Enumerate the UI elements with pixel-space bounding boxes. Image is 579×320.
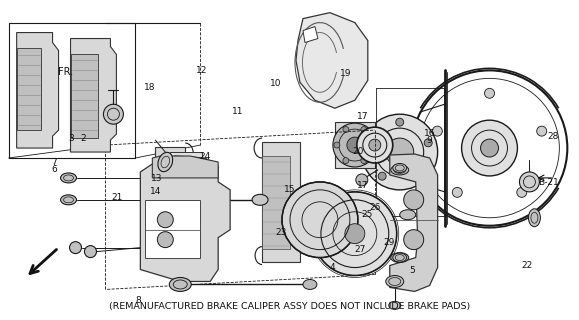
Text: 19: 19 [340, 69, 352, 78]
Circle shape [461, 120, 518, 176]
Circle shape [485, 88, 494, 98]
Text: 24: 24 [199, 152, 210, 161]
Polygon shape [296, 13, 368, 108]
Ellipse shape [303, 279, 317, 289]
Circle shape [347, 137, 363, 153]
Polygon shape [262, 156, 290, 249]
Text: B-21: B-21 [538, 179, 559, 188]
Text: 9: 9 [426, 136, 432, 145]
Text: 6: 6 [52, 165, 57, 174]
Text: 18: 18 [144, 83, 156, 92]
Circle shape [519, 172, 540, 192]
Circle shape [343, 126, 349, 132]
Text: 2: 2 [80, 134, 86, 143]
Text: 5: 5 [409, 266, 415, 276]
Circle shape [395, 118, 404, 126]
Circle shape [413, 172, 422, 180]
Ellipse shape [61, 173, 76, 183]
Text: 14: 14 [150, 188, 161, 196]
Text: 7: 7 [52, 158, 57, 167]
Text: 11: 11 [232, 107, 243, 116]
Circle shape [157, 212, 173, 228]
Circle shape [357, 127, 393, 163]
Circle shape [404, 230, 424, 250]
Polygon shape [17, 33, 58, 148]
Circle shape [85, 246, 97, 258]
Polygon shape [145, 200, 200, 258]
Text: 3: 3 [68, 134, 74, 143]
Polygon shape [303, 27, 318, 43]
Circle shape [367, 139, 375, 147]
Ellipse shape [169, 277, 191, 292]
Polygon shape [335, 122, 375, 168]
Polygon shape [170, 166, 192, 249]
Ellipse shape [386, 276, 404, 287]
Ellipse shape [389, 301, 401, 309]
Circle shape [481, 139, 499, 157]
Polygon shape [262, 142, 300, 261]
Ellipse shape [400, 210, 416, 220]
Circle shape [333, 123, 377, 167]
Text: 16: 16 [423, 129, 435, 138]
Circle shape [361, 126, 367, 132]
Circle shape [356, 174, 368, 186]
Text: 26: 26 [369, 203, 380, 212]
Polygon shape [390, 154, 438, 292]
Text: 29: 29 [383, 238, 394, 247]
Circle shape [433, 126, 442, 136]
Circle shape [343, 157, 349, 164]
Circle shape [386, 138, 414, 166]
Circle shape [69, 242, 82, 253]
Polygon shape [155, 162, 175, 244]
Ellipse shape [391, 252, 409, 262]
Circle shape [362, 114, 438, 190]
Ellipse shape [529, 209, 540, 227]
Ellipse shape [391, 165, 409, 175]
Circle shape [361, 157, 367, 164]
Polygon shape [71, 38, 116, 152]
Polygon shape [170, 152, 202, 261]
Text: 17: 17 [357, 112, 368, 121]
Text: 12: 12 [196, 66, 207, 75]
Text: FR.: FR. [58, 67, 73, 77]
Text: 13: 13 [151, 174, 162, 183]
Text: 20: 20 [352, 147, 364, 156]
Circle shape [517, 188, 527, 197]
Text: 25: 25 [361, 210, 373, 219]
Polygon shape [152, 156, 218, 178]
Circle shape [452, 188, 462, 197]
Circle shape [345, 224, 365, 244]
Circle shape [157, 232, 173, 248]
Polygon shape [17, 49, 41, 130]
Ellipse shape [393, 164, 406, 172]
Circle shape [369, 139, 381, 151]
Circle shape [378, 172, 386, 180]
Text: 10: 10 [270, 79, 281, 88]
Circle shape [282, 182, 358, 258]
Ellipse shape [393, 253, 406, 262]
Polygon shape [140, 156, 230, 282]
Polygon shape [155, 147, 185, 258]
Circle shape [313, 192, 397, 276]
Ellipse shape [158, 152, 173, 172]
Circle shape [334, 142, 340, 148]
Ellipse shape [61, 195, 76, 205]
Circle shape [370, 142, 376, 148]
Text: 17: 17 [357, 181, 368, 190]
Text: 22: 22 [522, 261, 533, 270]
Circle shape [537, 126, 547, 136]
Polygon shape [71, 54, 98, 138]
Text: (REMANUFACTURED BRAKE CALIPER ASSY DOES NOT INCLUDE BRAKE PADS): (REMANUFACTURED BRAKE CALIPER ASSY DOES … [109, 302, 470, 311]
Circle shape [424, 139, 432, 147]
Text: 28: 28 [548, 132, 559, 141]
Text: 15: 15 [284, 185, 295, 194]
Ellipse shape [252, 194, 268, 205]
Text: 8: 8 [135, 296, 141, 305]
Circle shape [404, 190, 424, 210]
Text: 23: 23 [276, 228, 287, 237]
Text: 27: 27 [355, 245, 367, 254]
Text: 4: 4 [330, 263, 336, 272]
Circle shape [104, 104, 123, 124]
Text: 21: 21 [112, 193, 123, 202]
